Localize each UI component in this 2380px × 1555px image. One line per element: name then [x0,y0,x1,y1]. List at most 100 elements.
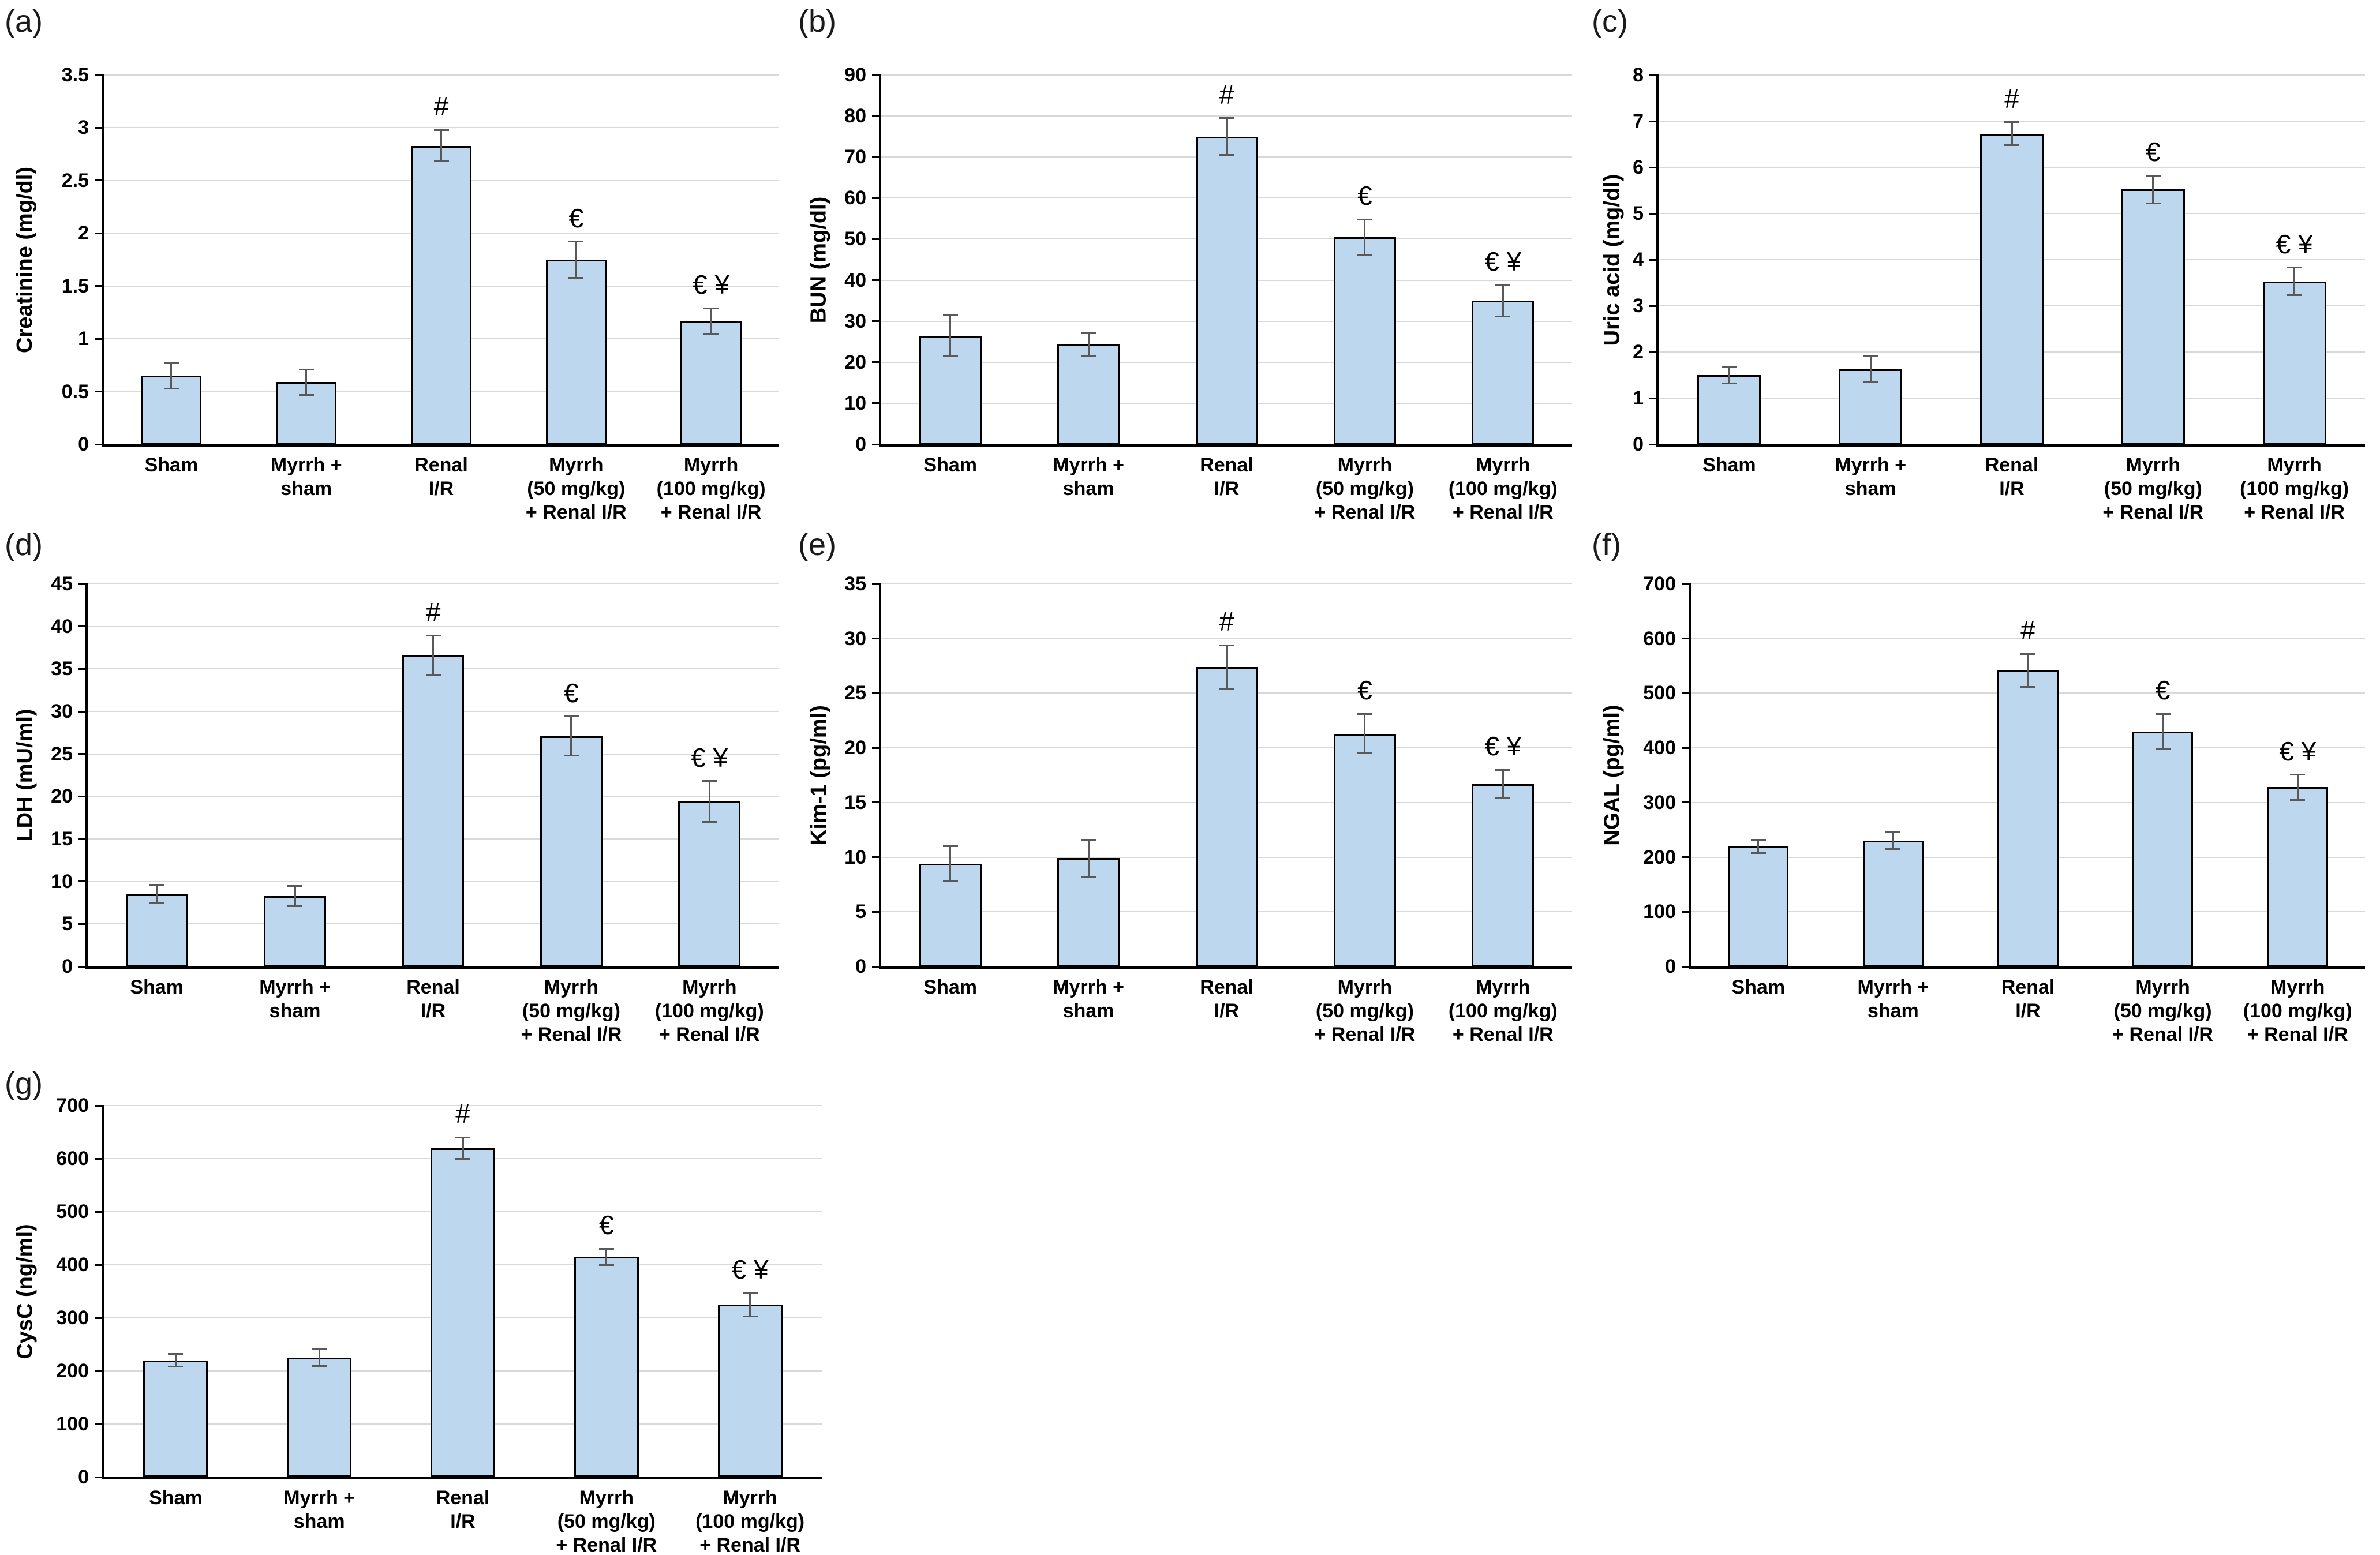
y-tick-label: 10 [51,870,73,893]
y-tick-label: 2 [1633,341,1644,363]
bar [678,801,741,966]
error-bar-cap-bottom [2155,748,2171,750]
chart-panel-a: (a) Creatinine (mg/dl) # € € ¥ 0 0.5 1 1.5 2 2.5 3 3… [0,0,794,523]
x-category-label: Myrrh + sham [1835,454,1907,500]
y-axis-tick [872,238,881,240]
y-axis-tick [872,197,881,199]
x-category-label: Sham [130,976,184,998]
significance-label: # [455,1099,470,1129]
x-category-label: Myrrh (50 mg/kg) + Renal I/R [1314,976,1416,1046]
y-axis-line [102,1106,104,1479]
y-axis-tick [1649,305,1659,307]
y-tick-label: 3.5 [61,64,89,86]
error-bar-cap-bottom [1357,253,1372,256]
error-bar-cap-bottom [742,1315,758,1317]
x-category-label: Myrrh (50 mg/kg) + Renal I/R [2102,454,2204,523]
x-category-label: Renal I/R [1200,976,1253,1022]
y-axis-tick [1682,638,1691,640]
error-bar-cap-bottom [1495,315,1511,317]
error-bar-stem [1226,118,1228,155]
bar [1334,237,1396,444]
panel-label: (f) [1592,527,1621,562]
x-category-label: Renal I/R [436,1487,490,1532]
y-tick-label: 60 [844,187,866,209]
significance-label: # [1219,606,1234,637]
bar [1997,670,2059,966]
error-bar-cap-top [702,780,717,782]
error-bar-cap-bottom [2020,685,2035,688]
error-bar-cap-bottom [168,1366,184,1368]
error-bar-cap-bottom [1081,876,1097,878]
y-axis-tick [1682,692,1691,694]
error-bar-cap-bottom [1495,797,1511,799]
y-axis-tick [872,856,881,859]
error-bar-stem [1502,285,1504,317]
y-tick-label: 25 [51,743,73,765]
plot-area: # € € ¥ [1659,74,2365,444]
y-tick-label: 0 [855,433,866,455]
error-bar-stem [462,1137,464,1159]
plot-area: # € € ¥ [104,1099,822,1477]
error-bar-stem [1364,219,1366,255]
bar [545,260,607,444]
error-bar-cap-top [1081,332,1097,334]
x-axis-line [1656,444,2365,447]
error-bar-stem [708,781,710,822]
y-axis-tick [872,156,881,158]
error-bar-stem [2293,267,2296,295]
x-category-label: Myrrh + sham [270,454,342,500]
error-bar-stem [1869,356,1872,382]
y-tick-label: 30 [51,700,73,722]
y-tick-label: 4 [1633,249,1644,271]
error-bar-cap-top [1357,218,1372,220]
y-axis-tick [872,747,881,749]
bar [1195,136,1258,444]
y-axis-tick [1682,583,1691,585]
error-bar-stem [174,1354,177,1367]
error-bar-cap-bottom [2004,144,2019,147]
x-category-label: Sham [149,1487,203,1509]
y-tick-label: 3 [78,117,89,139]
y-tick-label: 200 [56,1360,89,1382]
error-bar-stem [949,846,952,882]
error-bar-cap-top [149,884,164,886]
error-bar-stem [1087,840,1090,877]
error-bar-cap-top [168,1353,184,1355]
significance-label: € ¥ [693,269,730,300]
bar [2121,189,2185,444]
gridline [881,638,1572,639]
y-tick-label: 600 [1643,627,1676,650]
y-axis-title-container: BUN (mg/dl) [802,75,836,444]
y-tick-label: 700 [56,1095,89,1116]
panel-label: (d) [5,527,43,562]
y-axis-tick [95,1423,104,1425]
error-bar-stem [1728,366,1730,384]
y-axis-tick [95,1317,104,1319]
x-category-label: Myrrh (100 mg/kg) + Renal I/R [1448,976,1558,1046]
y-axis-tick [1649,166,1659,168]
bar [1334,733,1396,966]
y-tick-label: 25 [844,682,866,705]
y-axis-tick [95,1104,104,1107]
error-bar-cap-bottom [163,387,179,389]
error-bar-cap-top [2155,713,2171,715]
error-bar-cap-top [1722,366,1737,368]
error-bar-stem [2011,122,2013,145]
error-bar-cap-bottom [149,902,164,905]
error-bar-cap-bottom [703,332,719,335]
x-axis-line [1689,966,2365,969]
bar [574,1257,639,1477]
error-bar-cap-bottom [563,755,579,757]
bar [1472,301,1535,444]
y-axis-title: BUN (mg/dl) [806,196,831,323]
y-tick-label: 100 [1643,901,1676,923]
x-category-label: Myrrh (100 mg/kg) + Renal I/R [2243,976,2352,1046]
y-tick-label: 80 [844,105,866,128]
error-bar-stem [1364,714,1366,754]
error-bar-stem [318,1349,320,1366]
plot-area: # € € ¥ [1691,583,2365,966]
y-axis-tick [872,74,881,76]
bar [125,894,188,966]
y-tick-label: 5 [62,913,73,935]
y-axis-tick [1649,212,1659,215]
